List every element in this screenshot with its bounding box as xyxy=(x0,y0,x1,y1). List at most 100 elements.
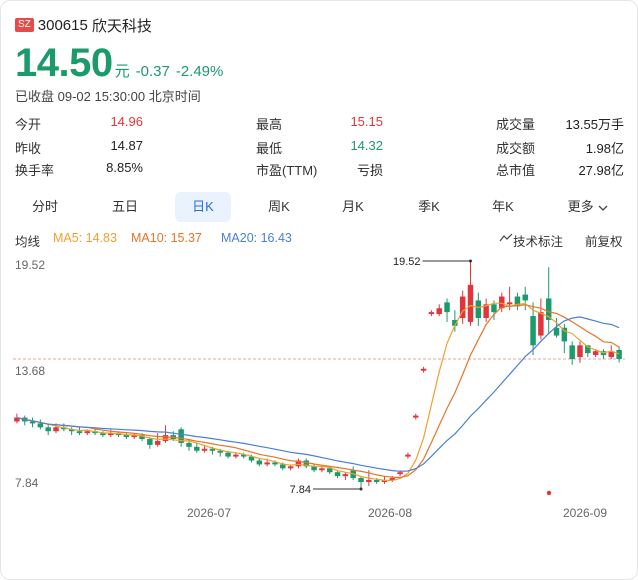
candle-body xyxy=(178,429,184,443)
candle-body xyxy=(569,345,575,359)
candle-body xyxy=(37,423,44,428)
candle-body xyxy=(616,350,622,359)
candle-body xyxy=(147,439,153,445)
candle-body xyxy=(280,464,286,469)
candle-body xyxy=(459,296,466,318)
stat-value-low: 14.32 xyxy=(350,138,383,153)
candle-body xyxy=(233,454,239,457)
ma5-line xyxy=(16,302,620,481)
candle-body xyxy=(467,284,474,322)
candle-body xyxy=(530,316,536,346)
stat-value-prev-close: 14.87 xyxy=(110,138,143,153)
candle-body xyxy=(475,300,482,318)
candle-body xyxy=(545,298,552,320)
candle-body xyxy=(287,466,294,469)
candle-body xyxy=(334,472,341,477)
candle-body xyxy=(506,302,513,305)
low-marker-dot xyxy=(359,487,363,491)
candle-body xyxy=(585,345,591,354)
stat-label-low: 最低 xyxy=(256,141,283,156)
stock-title-row: SZ 300615 欣天科技 xyxy=(15,15,152,35)
candle-body xyxy=(53,427,59,432)
candle-body xyxy=(256,460,263,465)
candle-body xyxy=(217,450,223,453)
candle-body xyxy=(100,433,106,436)
tab-more-label: 更多 xyxy=(567,199,594,214)
candle-body xyxy=(373,480,380,482)
candle-body xyxy=(248,456,255,461)
candlestick-chart[interactable]: 19.52 13.68 7.84 2026-07 2026-08 2026-09 19.52… xyxy=(1,251,637,531)
tech-annotation-toggle[interactable]: 技术标注 xyxy=(499,231,563,249)
candle-body xyxy=(76,431,83,434)
moving-average-legend: 均线 MA5: 14.83 MA10: 15.37 MA20: 16.43 技术… xyxy=(15,231,625,249)
price-change: -0.37 xyxy=(135,63,170,80)
candle-body xyxy=(538,312,544,336)
x-axis-label: 2026-08 xyxy=(368,506,412,520)
tab-intraday[interactable]: 分时 xyxy=(31,199,58,214)
stat-value-open: 14.96 xyxy=(110,114,143,129)
ma20-value: MA20: 16.43 xyxy=(221,231,292,245)
candle-body xyxy=(491,304,497,313)
chevron-down-icon xyxy=(598,205,608,211)
tech-annotation-label: 技术标注 xyxy=(513,235,564,249)
candle-body xyxy=(108,433,114,436)
candle-body xyxy=(326,468,333,473)
candle-body xyxy=(240,454,247,457)
y-axis-label: 13.68 xyxy=(15,364,45,378)
adjust-mode-button[interactable]: 前复权 xyxy=(585,235,623,249)
candle-body xyxy=(225,452,231,457)
stat-label-turnover-rate: 换手率 xyxy=(15,163,55,178)
stat-value-turnover-amount: 1.98亿 xyxy=(585,141,624,156)
candle-body xyxy=(186,442,192,447)
high-price-label: 19.52 xyxy=(393,256,421,268)
tab-daily-k[interactable]: 日K xyxy=(175,192,231,222)
candle-body xyxy=(420,368,427,371)
price-unit: 元 xyxy=(114,63,130,80)
tab-yearly-k[interactable]: 年K xyxy=(492,199,514,214)
candle-body xyxy=(389,478,396,481)
candle-body xyxy=(264,462,270,465)
candle-body xyxy=(514,296,521,307)
candle-body xyxy=(499,296,505,309)
candle-body xyxy=(14,417,20,422)
trend-icon xyxy=(499,233,513,242)
tab-weekly-k[interactable]: 周K xyxy=(268,199,290,214)
tab-monthly-k[interactable]: 月K xyxy=(342,199,364,214)
tab-more[interactable]: 更多 xyxy=(555,192,621,222)
tab-five-day[interactable]: 五日 xyxy=(111,199,138,214)
candle-body xyxy=(303,460,310,467)
candle-body xyxy=(272,462,278,465)
price-change-percent: -2.49% xyxy=(175,63,224,80)
candle-body xyxy=(201,448,208,451)
candle-body xyxy=(436,308,442,315)
candle-body xyxy=(84,431,91,434)
candle-body xyxy=(162,435,169,441)
stat-label-turnover-amount: 成交额 xyxy=(496,141,536,156)
candle-body xyxy=(131,435,137,438)
x-axis-label: 2026-09 xyxy=(563,506,607,520)
candle-body xyxy=(413,415,419,418)
candle-body xyxy=(194,446,200,451)
candle-body xyxy=(29,421,36,424)
y-axis-label: 19.52 xyxy=(15,258,45,272)
stat-label-market-cap: 总市值 xyxy=(496,163,536,178)
candle-body xyxy=(319,468,325,471)
candle-body xyxy=(608,351,615,358)
candle-body xyxy=(139,435,145,440)
event-marker-dot xyxy=(546,490,552,496)
candle-body xyxy=(311,466,317,471)
candle-body xyxy=(68,429,75,432)
tab-quarterly-k[interactable]: 季K xyxy=(418,199,440,214)
current-price: 14.50 xyxy=(15,41,113,85)
stat-value-high: 15.15 xyxy=(350,114,383,129)
stat-value-volume: 13.55万手 xyxy=(565,117,624,132)
candle-body xyxy=(397,472,403,475)
candle-body xyxy=(452,319,458,326)
stat-value-market-cap: 27.98亿 xyxy=(578,163,624,178)
stat-value-turnover-rate: 8.85% xyxy=(106,160,143,175)
candle-body xyxy=(209,448,216,451)
candle-body xyxy=(358,478,364,482)
stat-label-volume: 成交量 xyxy=(496,117,536,132)
candle-body xyxy=(342,474,349,477)
